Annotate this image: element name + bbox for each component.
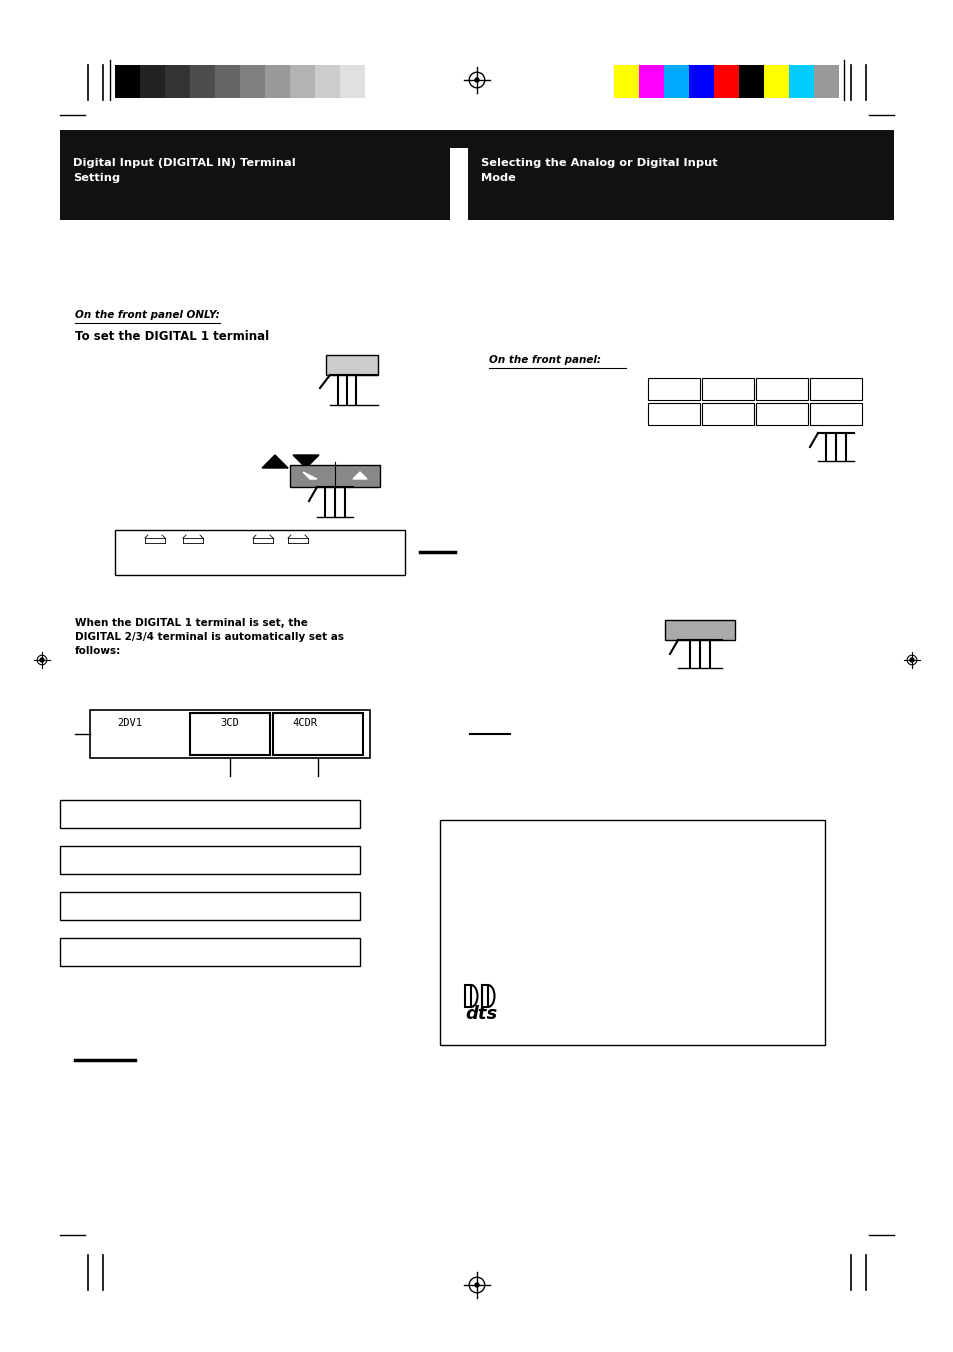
Circle shape: [909, 658, 913, 662]
Bar: [190, 713, 270, 754]
Bar: [240, 65, 265, 97]
Bar: [701, 403, 753, 425]
Bar: [663, 65, 688, 97]
Bar: [60, 147, 450, 220]
Bar: [664, 621, 734, 639]
Bar: [481, 986, 488, 1007]
Bar: [115, 65, 140, 97]
Bar: [464, 986, 471, 1007]
Text: On the front panel ONLY:: On the front panel ONLY:: [75, 310, 219, 320]
Polygon shape: [303, 472, 316, 479]
Polygon shape: [262, 456, 288, 468]
Bar: [60, 892, 359, 919]
Bar: [265, 65, 290, 97]
Bar: [326, 356, 377, 375]
Bar: [60, 846, 359, 873]
Bar: [339, 65, 365, 97]
Text: On the front panel:: On the front panel:: [489, 356, 600, 365]
Text: Digital Input (DIGITAL IN) Terminal
Setting: Digital Input (DIGITAL IN) Terminal Sett…: [73, 158, 295, 183]
Bar: [614, 65, 639, 97]
Bar: [60, 938, 359, 965]
Text: Selecting the Analog or Digital Input
Mode: Selecting the Analog or Digital Input Mo…: [480, 158, 717, 183]
Bar: [290, 65, 314, 97]
Bar: [90, 710, 370, 758]
Text: 2DV1: 2DV1: [117, 718, 142, 727]
Bar: [60, 130, 893, 147]
Bar: [140, 65, 165, 97]
Text: 3CD: 3CD: [220, 718, 239, 727]
Bar: [688, 65, 713, 97]
Bar: [273, 713, 363, 754]
Bar: [809, 379, 862, 400]
Polygon shape: [293, 456, 318, 468]
Bar: [165, 65, 190, 97]
Text: To set the DIGITAL 1 terminal: To set the DIGITAL 1 terminal: [75, 330, 269, 343]
Bar: [755, 403, 807, 425]
Circle shape: [40, 658, 44, 662]
Bar: [647, 403, 700, 425]
Bar: [60, 800, 359, 827]
Bar: [763, 65, 788, 97]
Bar: [813, 65, 838, 97]
Bar: [115, 530, 405, 575]
Circle shape: [475, 78, 478, 82]
Bar: [314, 65, 339, 97]
Text: dts: dts: [464, 1005, 497, 1023]
Text: When the DIGITAL 1 terminal is set, the
DIGITAL 2/3/4 terminal is automatically : When the DIGITAL 1 terminal is set, the …: [75, 618, 344, 656]
Bar: [739, 65, 763, 97]
Bar: [290, 465, 379, 487]
Bar: [639, 65, 663, 97]
Bar: [439, 821, 824, 1045]
Bar: [190, 65, 214, 97]
Bar: [809, 403, 862, 425]
Bar: [701, 379, 753, 400]
Bar: [755, 379, 807, 400]
Polygon shape: [353, 472, 367, 479]
Circle shape: [475, 1283, 478, 1287]
Bar: [713, 65, 739, 97]
Text: 4CDR: 4CDR: [293, 718, 317, 727]
Bar: [468, 147, 893, 220]
Bar: [647, 379, 700, 400]
Bar: [214, 65, 240, 97]
Bar: [788, 65, 813, 97]
